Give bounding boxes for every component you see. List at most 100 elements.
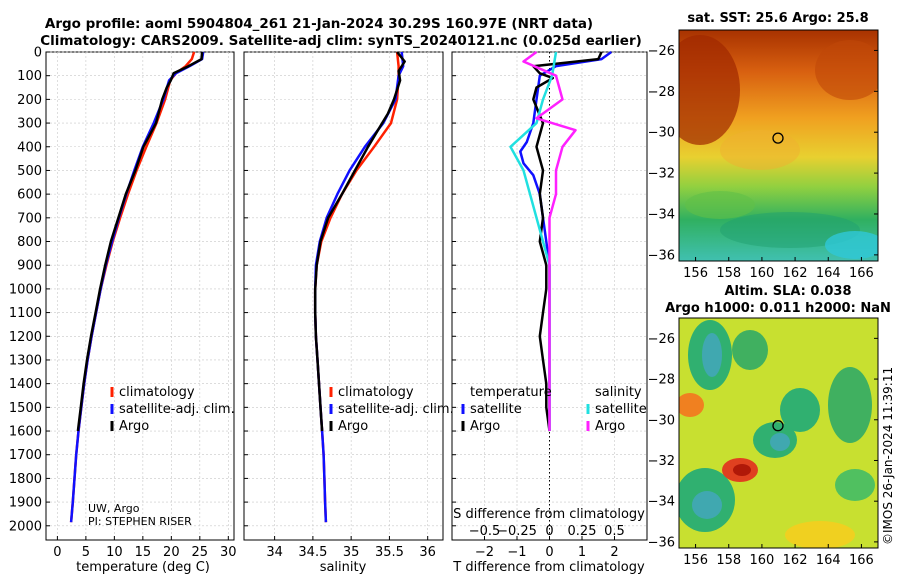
- legend-label-argo: Argo: [338, 419, 368, 434]
- map-y-tick-label: −34: [648, 207, 675, 222]
- map-y-tick-label: −28: [648, 373, 675, 388]
- sla-map-title-line2: Argo h1000: 0.011 h2000: NaN: [665, 301, 891, 316]
- salinity-axes: [243, 51, 444, 541]
- x-tick-label: 30: [220, 545, 237, 560]
- y-tick-label: 1400: [9, 377, 42, 392]
- y-tick-label: 1900: [9, 496, 42, 511]
- y-tick-label: 2000: [9, 519, 42, 534]
- legend-title-salinity: salinity: [595, 385, 642, 400]
- y-tick-label: 500: [17, 164, 42, 179]
- legend-label-satellite: satellite-adj. clim.: [119, 402, 235, 417]
- legend-label-temp-satellite: satellite: [470, 402, 522, 417]
- x-tick-label: 5: [82, 545, 90, 560]
- map-x-tick-label: 166: [849, 553, 874, 568]
- copyright-stamp: ©IMOS 26-Jan-2024 11:39:11: [881, 367, 895, 545]
- temperature-xlabel: temperature (deg C): [76, 560, 210, 575]
- legend-label-climatology: climatology: [119, 385, 195, 400]
- legend-label-argo: Argo: [119, 419, 149, 434]
- y-tick-label: 600: [17, 188, 42, 203]
- y-tick-label: 400: [17, 140, 42, 155]
- y-tick-label: 1000: [9, 282, 42, 297]
- legend-label-satellite: satellite-adj. clim.: [338, 402, 454, 417]
- map-x-tick-label: 158: [716, 266, 741, 281]
- x-tick-label: −1: [507, 545, 526, 560]
- x-tick-label: 35.5: [375, 545, 404, 560]
- map-y-tick-label: −26: [648, 332, 675, 347]
- map-y-tick-label: −34: [648, 495, 675, 510]
- map-y-tick-label: −32: [648, 167, 675, 182]
- x-tick-label: 10: [106, 545, 123, 560]
- y-tick-label: 1700: [9, 448, 42, 463]
- map-y-tick-label: −26: [648, 44, 675, 59]
- temperature-axes: [45, 51, 235, 541]
- map-x-tick-label: 156: [683, 266, 708, 281]
- legend-title-temperature: temperature: [470, 385, 552, 400]
- y-tick-label: 900: [17, 259, 42, 274]
- map-y-tick-label: −30: [648, 413, 675, 428]
- map-x-tick-label: 158: [716, 553, 741, 568]
- map-x-tick-label: 156: [683, 553, 708, 568]
- y-tick-label: 100: [17, 69, 42, 84]
- map-y-tick-label: −30: [648, 126, 675, 141]
- salinity-difference-tick-label: −0.5: [469, 524, 501, 539]
- temperature-legend: climatology satellite-adj. clim. Argo: [110, 385, 235, 434]
- salinity-xlabel: salinity: [320, 560, 367, 575]
- legend-label-climatology: climatology: [338, 385, 414, 400]
- temperature-difference-xlabel: T difference from climatology: [452, 560, 645, 575]
- sst-map-frame: [678, 29, 879, 262]
- difference-legend: temperature salinity satellite Argo sate…: [461, 385, 647, 434]
- series-line-argo: [313, 51, 406, 432]
- x-tick-label: 20: [163, 545, 180, 560]
- sla-map-panel: Altim. SLA: 0.038 Argo h1000: 0.011 h200…: [648, 284, 891, 568]
- x-tick-label: −2: [475, 545, 494, 560]
- salinity-panel: 34 34.5 35 35.5 36 salinity climatology sate…: [243, 51, 454, 575]
- map-x-tick-label: 160: [750, 266, 775, 281]
- map-x-tick-label: 162: [783, 266, 808, 281]
- y-tick-label: 800: [17, 235, 42, 250]
- y-tick-label: 1100: [9, 306, 42, 321]
- x-tick-label: 34: [266, 545, 283, 560]
- series-line-temperature-argo: [532, 51, 603, 432]
- y-tick-label: 0: [34, 46, 42, 61]
- sla-field: [679, 318, 878, 548]
- figure-title-line2: Climatology: CARS2009. Satellite-adj cli…: [40, 33, 642, 49]
- salinity-difference-tick-label: −0.25: [497, 524, 537, 539]
- sla-map-frame: [678, 317, 879, 549]
- x-tick-label: 35: [343, 545, 360, 560]
- map-y-tick-label: −36: [648, 248, 675, 263]
- x-tick-label: 2: [610, 545, 618, 560]
- argo-location-marker: [772, 420, 784, 432]
- sst-map-panel: sat. SST: 25.6 Argo: 25.8 156 158 160 162 16…: [648, 11, 879, 281]
- y-tick-label: 1600: [9, 425, 42, 440]
- difference-panel: −2 −1 0 1 2 S difference from climatology −0…: [451, 50, 648, 575]
- map-y-tick-label: −32: [648, 454, 675, 469]
- legend-label-sal-argo: Argo: [595, 419, 625, 434]
- map-x-tick-label: 164: [816, 553, 841, 568]
- y-tick-label: 300: [17, 117, 42, 132]
- credit-pi: PI: STEPHEN RISER: [88, 515, 192, 528]
- x-tick-label: 36: [419, 545, 436, 560]
- x-tick-label: 1: [578, 545, 586, 560]
- salinity-legend: climatology satellite-adj. clim. Argo: [329, 385, 454, 434]
- map-x-tick-label: 162: [783, 553, 808, 568]
- y-tick-label: 1200: [9, 330, 42, 345]
- x-tick-label: 34.5: [298, 545, 327, 560]
- map-x-tick-label: 160: [750, 553, 775, 568]
- sla-map-title-line1: Altim. SLA: 0.038: [725, 284, 852, 299]
- x-tick-label: 15: [135, 545, 152, 560]
- sst-field: [679, 30, 878, 261]
- y-tick-label: 700: [17, 211, 42, 226]
- figure-title-line1: Argo profile: aoml 5904804_261 21-Jan-20…: [45, 16, 593, 32]
- y-tick-label: 200: [17, 93, 42, 108]
- argo-location-marker: [772, 132, 784, 144]
- series-line-argo: [76, 51, 204, 432]
- map-x-tick-label: 164: [816, 266, 841, 281]
- legend-label-temp-argo: Argo: [470, 419, 500, 434]
- map-y-tick-label: −28: [648, 85, 675, 100]
- x-tick-label: 0: [53, 545, 61, 560]
- x-tick-label: 0: [545, 545, 553, 560]
- map-x-tick-label: 166: [849, 266, 874, 281]
- y-tick-label: 1800: [9, 472, 42, 487]
- temperature-panel: 0100200300400500600700800900100011001200…: [9, 46, 237, 576]
